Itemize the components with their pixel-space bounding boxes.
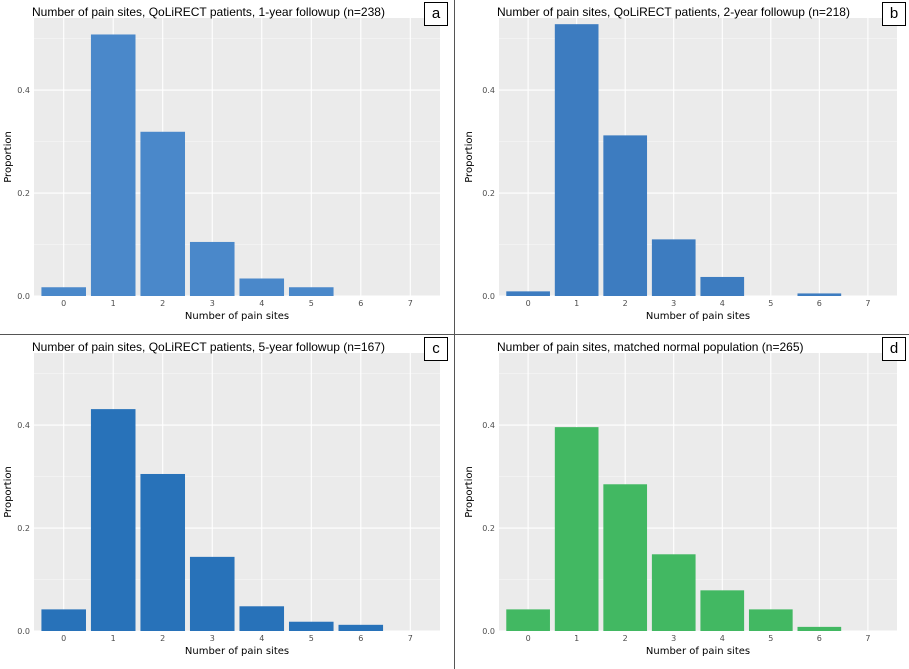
y-tick-label: 0.4: [17, 421, 30, 430]
bar-chart-a: 0.0 0.2 0.4 0 1 2 3 4 5 6 7 Number of pain sites Pro…: [3, 18, 440, 322]
x-tick-label: 0: [61, 634, 66, 643]
y-tick-label: 0.2: [17, 524, 30, 533]
y-tick-label: 0.4: [482, 421, 495, 430]
chart-panel-b: 0.0 0.2 0.4 0 1 2 3 4 5 6 7 Number of pain sites Pro…: [455, 0, 909, 334]
bar-0: [506, 609, 550, 631]
x-axis-label: Number of pain sites: [646, 311, 750, 322]
x-tick-label: 1: [574, 299, 579, 308]
y-axis-label: Proportion: [3, 466, 14, 518]
bar-0: [41, 609, 86, 631]
bar-2: [140, 131, 186, 296]
bar-1: [90, 34, 136, 297]
bar-4: [239, 278, 285, 296]
x-tick-label: 2: [160, 299, 165, 308]
panel-label-d: d: [882, 337, 906, 361]
y-tick-label: 0.0: [482, 627, 495, 636]
x-tick-label: 7: [408, 634, 413, 643]
x-tick-label: 4: [720, 634, 725, 643]
x-tick-label: 6: [817, 299, 822, 308]
x-tick-label: 3: [210, 634, 215, 643]
bar-chart-b: 0.0 0.2 0.4 0 1 2 3 4 5 6 7 Number of pain sites Pro…: [464, 18, 897, 322]
chart-panel-c: 0.0 0.2 0.4 0 1 2 3 4 5 6 7 Number of pain sites Pro…: [0, 335, 454, 669]
x-tick-label: 7: [865, 299, 870, 308]
y-axis-label: Proportion: [3, 131, 14, 183]
bar-1: [554, 427, 599, 631]
chart-title-b: Number of pain sites, QoLiRECT patients,…: [497, 5, 850, 19]
x-tick-label: 5: [768, 634, 773, 643]
bar-5: [748, 609, 793, 631]
x-tick-label: 4: [259, 634, 264, 643]
y-tick-label: 0.4: [17, 86, 30, 95]
bar-3: [189, 241, 235, 296]
x-tick-label: 6: [817, 634, 822, 643]
panel-label-a: a: [424, 2, 448, 26]
bar-chart-c: 0.0 0.2 0.4 0 1 2 3 4 5 6 7 Number of pain sites Pro…: [3, 353, 440, 657]
x-tick-label: 1: [574, 634, 579, 643]
bar-4: [239, 606, 285, 631]
x-tick-label: 3: [671, 299, 676, 308]
bar-6: [797, 293, 842, 296]
horizontal-divider: [0, 334, 909, 335]
x-axis-label: Number of pain sites: [185, 311, 289, 322]
bar-0: [506, 291, 550, 296]
bar-4: [700, 590, 745, 631]
x-tick-label: 1: [111, 634, 116, 643]
x-tick-label: 4: [720, 299, 725, 308]
y-tick-label: 0.2: [482, 189, 495, 198]
bar-5: [288, 621, 334, 631]
x-tick-label: 6: [358, 299, 363, 308]
x-tick-label: 7: [865, 634, 870, 643]
chart-title-d: Number of pain sites, matched normal pop…: [497, 340, 804, 354]
bar-2: [603, 135, 648, 296]
panel-label-c: c: [424, 337, 448, 361]
bar-6: [338, 624, 384, 631]
bar-5: [288, 287, 334, 296]
bar-3: [651, 554, 696, 631]
x-axis-label: Number of pain sites: [185, 646, 289, 657]
x-tick-label: 0: [526, 634, 531, 643]
x-tick-label: 5: [768, 299, 773, 308]
y-axis-label: Proportion: [464, 466, 475, 518]
panel-label-b: b: [882, 2, 906, 26]
x-axis-label: Number of pain sites: [646, 646, 750, 657]
bar-3: [651, 239, 696, 296]
x-tick-label: 6: [358, 634, 363, 643]
chart-title-a: Number of pain sites, QoLiRECT patients,…: [32, 5, 385, 19]
bar-0: [41, 287, 86, 296]
y-tick-label: 0.2: [482, 524, 495, 533]
bar-3: [189, 556, 235, 631]
y-axis-label: Proportion: [464, 131, 475, 183]
y-tick-label: 0.0: [17, 292, 30, 301]
x-tick-label: 0: [526, 299, 531, 308]
y-tick-label: 0.4: [482, 86, 495, 95]
chart-panel-d: 0.0 0.2 0.4 0 1 2 3 4 5 6 7 Number of pain sites Pro…: [455, 335, 909, 669]
x-tick-label: 3: [210, 299, 215, 308]
bar-chart-d: 0.0 0.2 0.4 0 1 2 3 4 5 6 7 Number of pain sites Pro…: [464, 353, 897, 657]
y-tick-label: 0.0: [482, 292, 495, 301]
x-tick-label: 2: [160, 634, 165, 643]
x-tick-label: 7: [408, 299, 413, 308]
chart-panel-a: 0.0 0.2 0.4 0 1 2 3 4 5 6 7 Number of pain sites Pro…: [0, 0, 454, 334]
x-tick-label: 5: [309, 299, 314, 308]
bar-4: [700, 276, 745, 296]
x-tick-label: 4: [259, 299, 264, 308]
bar-1: [554, 24, 599, 297]
bar-1: [90, 409, 136, 631]
bar-2: [140, 473, 186, 631]
y-tick-label: 0.0: [17, 627, 30, 636]
chart-title-c: Number of pain sites, QoLiRECT patients,…: [32, 340, 385, 354]
bar-6: [797, 626, 842, 631]
x-tick-label: 1: [111, 299, 116, 308]
x-tick-label: 5: [309, 634, 314, 643]
x-tick-label: 2: [623, 299, 628, 308]
x-tick-label: 0: [61, 299, 66, 308]
x-tick-label: 2: [623, 634, 628, 643]
x-tick-label: 3: [671, 634, 676, 643]
y-tick-label: 0.2: [17, 189, 30, 198]
bar-2: [603, 484, 648, 631]
